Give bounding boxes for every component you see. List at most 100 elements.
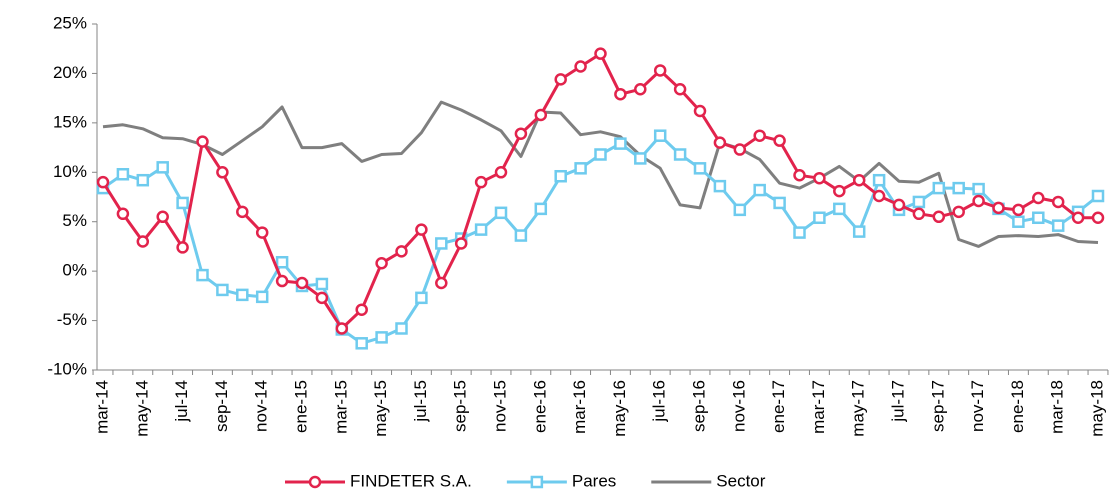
point <box>713 136 727 149</box>
point <box>415 223 428 236</box>
x-tick-label: may-15 <box>371 380 390 437</box>
point <box>355 303 368 316</box>
point <box>96 175 110 189</box>
x-tick-label: sep-14 <box>212 380 231 432</box>
x-tick-label: ene-16 <box>530 380 549 433</box>
legend-label: Pares <box>572 471 616 490</box>
point <box>733 203 747 217</box>
point <box>1071 211 1085 225</box>
point <box>494 166 508 179</box>
point <box>275 274 289 288</box>
point <box>1012 203 1025 217</box>
x-tick-label: mar-17 <box>809 380 828 434</box>
point <box>614 87 627 101</box>
point <box>156 210 169 224</box>
point <box>872 173 886 187</box>
point <box>395 322 408 335</box>
point <box>335 322 349 335</box>
x-tick-label: jul-16 <box>650 380 669 423</box>
point <box>952 205 965 219</box>
point <box>355 337 368 350</box>
point <box>176 196 189 210</box>
x-tick-label: may-17 <box>849 380 868 437</box>
point <box>1051 219 1065 232</box>
point <box>514 229 528 242</box>
point <box>435 237 448 250</box>
point <box>1032 211 1045 225</box>
point <box>1051 195 1065 209</box>
point <box>733 143 747 156</box>
point <box>474 175 488 189</box>
y-tick-label: 0% <box>62 261 87 280</box>
point <box>116 168 130 181</box>
point <box>713 179 727 193</box>
point <box>594 47 607 60</box>
point <box>375 256 388 270</box>
point <box>216 283 229 297</box>
point <box>653 129 667 142</box>
point <box>1091 211 1105 225</box>
x-tick-label: nov-17 <box>968 380 987 432</box>
point <box>634 152 647 165</box>
point <box>554 73 567 86</box>
point <box>236 288 249 302</box>
point <box>932 181 946 195</box>
point <box>395 245 408 258</box>
point <box>196 268 209 282</box>
point <box>892 198 906 212</box>
point <box>156 161 169 174</box>
point <box>813 211 826 225</box>
point <box>554 169 567 183</box>
point <box>315 291 329 305</box>
point <box>275 255 289 269</box>
point <box>852 225 866 238</box>
point <box>315 277 329 291</box>
x-tick-label: mar-15 <box>331 380 350 434</box>
x-tick-label: may-18 <box>1087 380 1106 437</box>
point <box>673 148 687 161</box>
point <box>530 475 544 489</box>
point <box>753 129 766 142</box>
x-tick-label: mar-16 <box>570 380 589 434</box>
x-tick-label: jul-15 <box>411 380 430 423</box>
series <box>96 129 1105 350</box>
point <box>136 173 150 187</box>
x-tick-label: sep-17 <box>928 380 947 432</box>
legend-label: FINDETER S.A. <box>350 471 472 490</box>
point <box>773 196 786 210</box>
point <box>912 207 926 221</box>
point <box>912 195 926 209</box>
point <box>176 241 189 254</box>
x-tick-label: may-16 <box>610 380 629 437</box>
x-tick-label: ene-18 <box>1008 380 1027 433</box>
point <box>634 82 647 96</box>
x-tick-label: nov-15 <box>490 380 509 432</box>
point <box>255 290 269 304</box>
x-tick-label: ene-17 <box>769 380 788 433</box>
point <box>514 127 528 140</box>
x-tick-label: may-14 <box>132 380 151 437</box>
point <box>295 276 309 290</box>
point <box>693 104 707 118</box>
point <box>116 207 130 221</box>
y-tick-label: 25% <box>53 13 87 32</box>
point <box>534 202 548 216</box>
point <box>255 226 269 239</box>
point <box>474 223 488 236</box>
point <box>594 148 607 161</box>
point <box>833 184 846 198</box>
point <box>1012 215 1025 228</box>
point <box>216 166 229 179</box>
point <box>308 475 322 489</box>
point <box>992 201 1005 215</box>
point <box>454 237 468 250</box>
point <box>773 134 786 147</box>
x-tick-label: mar-14 <box>92 380 111 434</box>
point <box>614 137 627 150</box>
point <box>673 82 687 96</box>
point <box>813 171 826 185</box>
point <box>952 181 965 195</box>
point <box>1091 189 1105 203</box>
series <box>96 47 1105 335</box>
point <box>833 202 846 216</box>
